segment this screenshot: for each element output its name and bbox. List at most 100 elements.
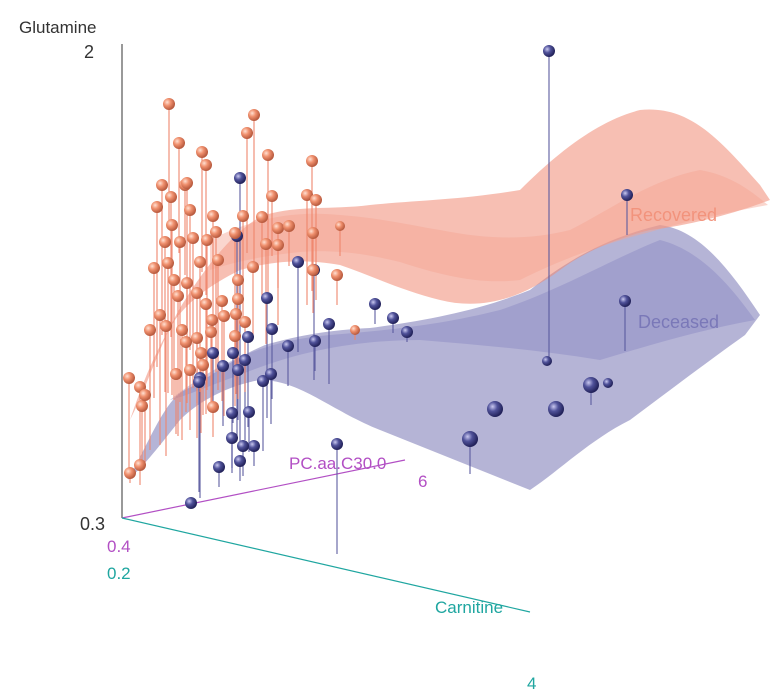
y-axis-line — [121, 459, 406, 519]
deceased-point — [239, 354, 251, 366]
surface-deceased — [128, 225, 760, 490]
deceased-point — [226, 432, 238, 444]
recovered-point — [201, 234, 213, 246]
deceased-point — [309, 335, 321, 347]
deceased-point — [282, 340, 294, 352]
recovered-point — [170, 368, 182, 380]
deceased-point — [292, 256, 304, 268]
deceased-point — [207, 347, 219, 359]
recovered-point — [191, 287, 203, 299]
x-axis-line — [121, 517, 531, 613]
recovered-point — [212, 254, 224, 266]
recovered-point — [216, 295, 228, 307]
recovered-point — [181, 177, 193, 189]
deceased-point — [242, 331, 254, 343]
recovered-point — [310, 194, 322, 206]
y-axis-tick-min: 0.4 — [107, 537, 131, 556]
recovered-point — [139, 389, 151, 401]
recovered-point — [210, 226, 222, 238]
x-axis-label: Carnitine — [435, 598, 504, 617]
recovered-point — [307, 264, 319, 276]
recovered-point — [283, 220, 295, 232]
deceased-point — [266, 323, 278, 335]
recovered-point — [151, 201, 163, 213]
axes — [121, 44, 531, 613]
recovered-point — [148, 262, 160, 274]
deceased-point — [543, 45, 555, 57]
deceased-point — [234, 455, 246, 467]
deceased-point — [619, 295, 631, 307]
recovered-point — [160, 320, 172, 332]
deceased-point — [548, 401, 564, 417]
recovered-point — [237, 210, 249, 222]
recovered-point — [260, 238, 272, 250]
deceased-point — [227, 347, 239, 359]
deceased-point — [603, 378, 613, 388]
recovered-point — [144, 324, 156, 336]
deceased-point — [185, 497, 197, 509]
recovered-point — [197, 359, 209, 371]
deceased-point — [234, 172, 246, 184]
deceased-point — [226, 407, 238, 419]
recovered-point — [272, 239, 284, 251]
data-points — [123, 45, 633, 509]
recovered-point — [232, 274, 244, 286]
recovered-point — [196, 146, 208, 158]
deceased-point — [331, 438, 343, 450]
recovered-point — [162, 257, 174, 269]
deceased-point — [621, 189, 633, 201]
deceased-point — [232, 364, 244, 376]
recovered-point — [232, 293, 244, 305]
deceased-point — [462, 431, 478, 447]
recovered-point — [331, 269, 343, 281]
deceased-point — [487, 401, 503, 417]
recovered-point — [134, 459, 146, 471]
recovered-point — [163, 98, 175, 110]
y-axis-tick-max: 6 — [418, 472, 428, 491]
recovered-point — [180, 336, 192, 348]
recovered-point — [165, 191, 177, 203]
y-axis-label: PC.aa.C30.0 — [289, 454, 387, 473]
deceased-point — [237, 440, 249, 452]
recovered-point — [306, 155, 318, 167]
recovered-point — [172, 290, 184, 302]
recovered-point — [248, 109, 260, 121]
recovered-point — [136, 400, 148, 412]
deceased-point — [213, 461, 225, 473]
recovered-point — [176, 324, 188, 336]
deceased-point — [265, 368, 277, 380]
recovered-point — [229, 330, 241, 342]
recovered-point — [301, 189, 313, 201]
deceased-point — [542, 356, 552, 366]
recovered-point — [123, 372, 135, 384]
recovered-point — [335, 221, 345, 231]
recovered-point — [168, 274, 180, 286]
recovered-point — [166, 219, 178, 231]
recovered-point — [207, 210, 219, 222]
recovered-point — [262, 149, 274, 161]
deceased-point — [217, 360, 229, 372]
recovered-point — [181, 277, 193, 289]
deceased-point — [257, 375, 269, 387]
recovered-point — [156, 179, 168, 191]
deceased-point — [248, 440, 260, 452]
recovered-point — [187, 232, 199, 244]
recovered-point — [174, 236, 186, 248]
x-axis-tick-min: 0.2 — [107, 564, 131, 583]
deceased-point — [401, 326, 413, 338]
deceased-point — [243, 406, 255, 418]
recovered-point — [206, 314, 218, 326]
recovered-point — [124, 467, 136, 479]
x-axis-tick-max: 4 — [527, 674, 537, 693]
recovered-point — [241, 127, 253, 139]
recovered-point — [154, 309, 166, 321]
z-axis-label: Glutamine — [19, 18, 97, 37]
recovered-point — [307, 227, 319, 239]
recovered-point — [195, 347, 207, 359]
recovered-point — [200, 298, 212, 310]
deceased-point — [583, 377, 599, 393]
deceased-point — [369, 298, 381, 310]
z-axis-tick-min: 0.3 — [80, 514, 106, 534]
recovered-point — [159, 236, 171, 248]
